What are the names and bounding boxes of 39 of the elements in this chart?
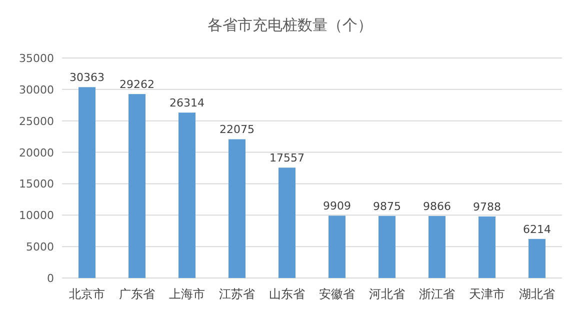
y-tick-label: 35000 [19,52,54,65]
x-tick-label: 江苏省 [219,287,255,301]
x-tick-label: 山东省 [269,287,305,301]
data-label: 6214 [523,222,551,236]
y-tick-label: 15000 [19,178,54,191]
data-label: 17557 [270,152,304,165]
bar [478,216,496,278]
x-tick-label: 浙江省 [419,287,455,301]
data-label: 9866 [423,200,451,213]
data-label: 30363 [70,71,104,84]
y-tick-label: 20000 [19,146,54,160]
y-tick-label: 10000 [19,209,54,222]
bar [278,168,296,278]
bar [78,87,96,278]
data-label: 9788 [473,200,501,214]
data-label: 29262 [120,78,154,92]
y-tick-label: 5000 [26,240,54,254]
chart-title: 各省市充电桩数量（个） [208,16,372,34]
data-label: 9909 [323,200,351,213]
data-label: 26314 [170,96,204,110]
y-tick-label: 25000 [19,114,54,128]
x-tick-label: 北京市 [69,287,105,301]
x-tick-label: 湖北省 [519,287,555,301]
data-label: 9875 [373,200,401,213]
data-label: 22075 [220,123,254,136]
bar [428,216,446,278]
x-tick-label: 广东省 [119,287,155,301]
bar [378,216,396,278]
bar [178,112,196,278]
bar [328,216,346,278]
bar [528,238,546,278]
x-tick-label: 上海市 [169,287,205,301]
y-tick-label: 30000 [19,83,54,96]
x-tick-label: 天津市 [469,287,505,301]
x-tick-label: 安徽省 [319,287,355,301]
y-tick-label: 0 [47,272,54,285]
bar [128,94,146,278]
bar [228,139,246,278]
x-tick-label: 河北省 [369,287,405,301]
